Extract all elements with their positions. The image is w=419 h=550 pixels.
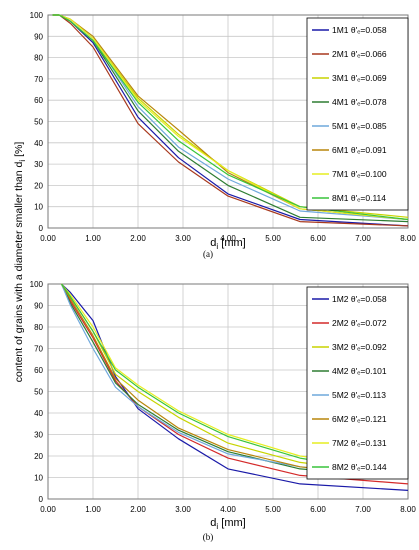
series-line-5 [60, 283, 409, 479]
y-tick-label: 90 [34, 302, 43, 311]
x-tick-label: 7.00 [355, 505, 371, 514]
x-tick-label: 1.00 [85, 505, 101, 514]
y-tick-label: 50 [34, 388, 43, 397]
x-tick-label: 6.00 [310, 234, 326, 243]
legend-label: 7M2 θ'ₑ=0.131 [332, 438, 387, 448]
x-tick-label: 5.00 [265, 234, 281, 243]
series-line-6 [60, 283, 409, 479]
series-line-8 [61, 283, 409, 476]
series-line-2 [52, 14, 409, 227]
x-tick-label: 4.00 [220, 234, 236, 243]
y-tick-label: 10 [34, 203, 43, 212]
y-tick-label: 40 [34, 409, 43, 418]
legend-label: 1M2 θ'ₑ=0.058 [332, 294, 387, 304]
chart-panel-b: 0 10 20 30 40 50 60 70 80 90 100 0.00 1.00 2.00 3.00 4.… [30, 280, 417, 542]
y-tick-label: 100 [30, 280, 44, 289]
y-axis-title: content of grains with a diameter smalle… [13, 142, 27, 383]
y-tick-label: 30 [34, 431, 43, 440]
x-tick-label: 8.00 [400, 505, 416, 514]
legend-label: 6M2 θ'ₑ=0.121 [332, 414, 387, 424]
legend-label: 5M1 θ'ₑ=0.085 [332, 121, 387, 131]
legend-label: 4M1 θ'ₑ=0.078 [332, 97, 387, 107]
x-tick-label: 0.00 [40, 234, 56, 243]
y-tick-label: 60 [34, 366, 43, 375]
x-tick-label: 2.00 [130, 505, 146, 514]
x-tick-label: 4.00 [220, 505, 236, 514]
chart-panel-a: 0 10 20 30 40 50 60 70 80 90 100 0.00 1.00 2.00 3.00 4.… [30, 11, 417, 259]
legend-label: 1M1 θ'ₑ=0.058 [332, 25, 387, 35]
y-tick-label: 70 [34, 75, 43, 84]
x-tick-label: 8.00 [400, 234, 416, 243]
x-tick-label: 3.00 [175, 505, 191, 514]
legend-label: 4M2 θ'ₑ=0.101 [332, 366, 387, 376]
x-tick-label: 3.00 [175, 234, 191, 243]
y-tick-label: 80 [34, 323, 43, 332]
x-tick-label: 5.00 [265, 505, 281, 514]
series-line-4 [60, 283, 409, 479]
legend-label: 3M2 θ'ₑ=0.092 [332, 342, 387, 352]
series-line-8 [52, 14, 409, 221]
y-tick-label: 70 [34, 345, 43, 354]
y-tick-label: 60 [34, 96, 43, 105]
x-tick-label: 0.00 [40, 505, 56, 514]
y-tick-label: 20 [34, 452, 43, 461]
x-axis-title: di [mm] [210, 517, 245, 531]
series-line-1 [61, 283, 409, 491]
y-tick-label: 80 [34, 54, 43, 63]
legend-box [306, 286, 409, 480]
legend-label: 2M2 θ'ₑ=0.072 [332, 318, 387, 328]
y-tick-label: 0 [39, 224, 44, 233]
y-tick-label: 30 [34, 160, 43, 169]
y-tick-label: 50 [34, 118, 43, 127]
legend-label: 8M1 θ'ₑ=0.114 [332, 193, 386, 203]
x-tick-label: 7.00 [355, 234, 371, 243]
x-axis-title: di [mm] [210, 237, 245, 251]
legend-label: 2M1 θ'ₑ=0.066 [332, 49, 387, 59]
legend-label: 6M1 θ'ₑ=0.091 [332, 145, 387, 155]
y-tick-label: 90 [34, 32, 43, 41]
x-tick-label: 6.00 [310, 505, 326, 514]
x-tick-label: 2.00 [130, 234, 146, 243]
y-tick-label: 100 [30, 11, 44, 20]
series-line-7 [61, 283, 409, 472]
y-tick-label: 10 [34, 474, 43, 483]
panel-label: (b) [203, 532, 214, 542]
legend-label: 8M2 θ'ₑ=0.144 [332, 462, 387, 472]
x-tick-label: 1.00 [85, 234, 101, 243]
y-tick-label: 0 [39, 495, 44, 504]
panel-label: (a) [203, 249, 213, 259]
legend-label: 3M1 θ'ₑ=0.069 [332, 73, 387, 83]
legend-label: 5M2 θ'ₑ=0.113 [332, 390, 386, 400]
y-tick-label: 40 [34, 139, 43, 148]
legend-box [306, 17, 409, 211]
legend-label: 7M1 θ'ₑ=0.100 [332, 169, 387, 179]
y-tick-label: 20 [34, 181, 43, 190]
